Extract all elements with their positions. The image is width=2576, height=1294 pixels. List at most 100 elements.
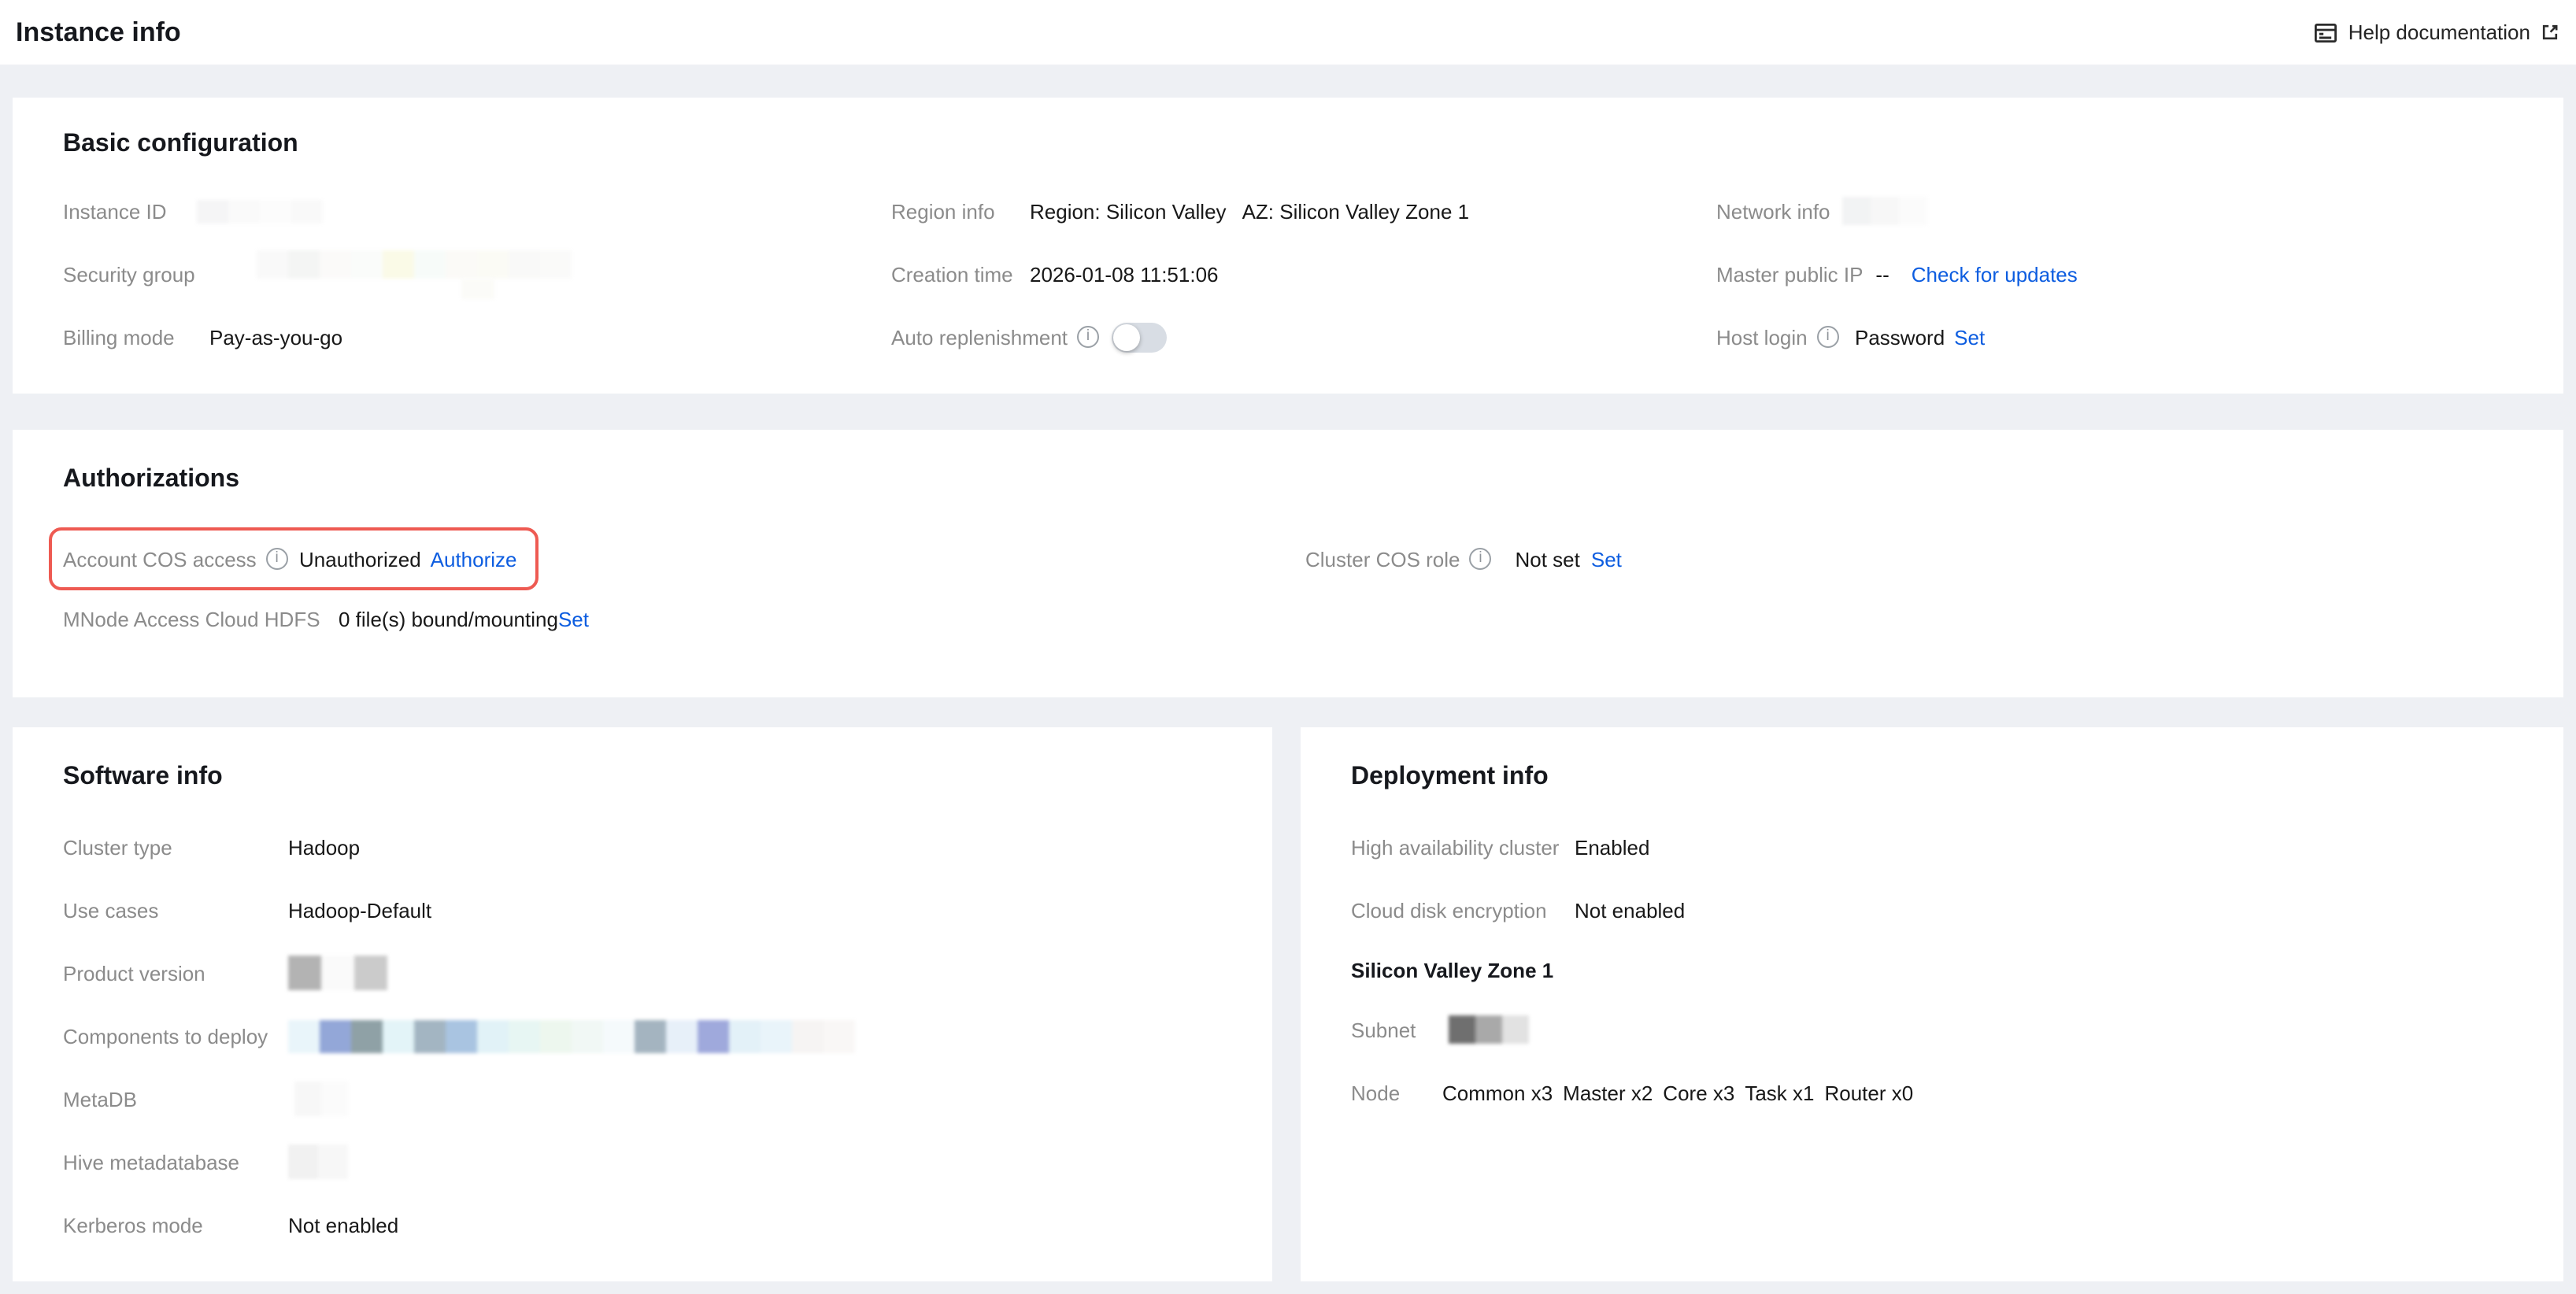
account-cos-access-value: Unauthorized	[299, 547, 421, 571]
basic-configuration-card: Basic configuration Instance ID Security…	[13, 98, 2563, 394]
security-group-row: Security group	[63, 242, 891, 305]
high-availability-row: High availability cluster Enabled	[1351, 815, 2513, 878]
region-info-label: Region info	[891, 199, 995, 223]
product-version-label: Product version	[63, 961, 205, 985]
authorizations-card: Authorizations Account COS access Unauth…	[13, 430, 2563, 697]
instance-id-row: Instance ID	[63, 179, 891, 242]
subnet-redacted-value	[1449, 1015, 1529, 1044]
network-info-label: Network info	[1716, 199, 1830, 223]
billing-mode-value: Pay-as-you-go	[209, 325, 343, 349]
host-login-label: Host login	[1716, 325, 1808, 349]
security-group-label: Security group	[63, 262, 195, 286]
authorize-link[interactable]: Authorize	[430, 547, 517, 571]
hive-metadatabase-label: Hive metadatabase	[63, 1150, 240, 1174]
cluster-type-value: Hadoop	[288, 835, 361, 859]
help-documentation-link[interactable]: Help documentation	[2314, 20, 2560, 45]
billing-mode-row: Billing mode Pay-as-you-go	[63, 305, 891, 368]
cluster-type-row: Cluster type Hadoop	[63, 815, 1222, 878]
master-public-ip-value: --	[1875, 262, 1889, 286]
help-documentation-label: Help documentation	[2348, 20, 2530, 44]
info-icon[interactable]	[1816, 326, 1839, 348]
basic-configuration-heading: Basic configuration	[63, 131, 298, 157]
host-login-set-link[interactable]: Set	[1954, 325, 1986, 349]
node-label: Node	[1351, 1081, 1401, 1104]
use-cases-row: Use cases Hadoop-Default	[63, 878, 1222, 941]
master-public-ip-label: Master public IP	[1716, 262, 1864, 286]
creation-time-label: Creation time	[891, 262, 1013, 286]
node-value: Common x3 Master x2 Core x3 Task x1 Rout…	[1442, 1081, 1914, 1104]
toggle-knob	[1113, 324, 1141, 350]
auto-replenishment-label: Auto replenishment	[891, 325, 1068, 349]
basic-config-column-2: Region info Region: Silicon Valley AZ: S…	[891, 179, 1716, 368]
mnode-set-link[interactable]: Set	[557, 607, 589, 630]
software-info-heading: Software info	[63, 763, 223, 790]
subnet-row: Subnet	[1351, 998, 2513, 1061]
product-version-redacted-value	[288, 956, 387, 990]
authorizations-heading: Authorizations	[63, 466, 239, 493]
zone-heading: Silicon Valley Zone 1	[1351, 958, 1554, 982]
deployment-info-card: Deployment info High availability cluste…	[1301, 727, 2563, 1281]
hive-metadatabase-redacted-value	[288, 1144, 348, 1179]
high-availability-value: Enabled	[1575, 835, 1650, 859]
cluster-cos-role-value: Not set	[1515, 547, 1580, 571]
region-value: Region: Silicon Valley	[1030, 199, 1227, 223]
region-info-row: Region info Region: Silicon Valley AZ: S…	[891, 179, 1716, 242]
master-public-ip-row: Master public IP -- Check for updates	[1716, 242, 2513, 305]
page-title: Instance info	[16, 17, 181, 46]
document-lines-icon	[2314, 20, 2339, 45]
cluster-cos-role-label: Cluster COS role	[1305, 547, 1460, 571]
mnode-access-label: MNode Access Cloud HDFS	[63, 607, 320, 630]
auto-replenishment-row: Auto replenishment	[891, 305, 1716, 368]
basic-config-column-3: Network info Master public IP -- Check f…	[1716, 179, 2513, 368]
info-icon[interactable]	[1469, 548, 1492, 570]
creation-time-row: Creation time 2026-01-08 11:51:06	[891, 242, 1716, 305]
software-info-card: Software info Cluster type Hadoop Use ca…	[13, 727, 1272, 1281]
cluster-cos-set-link[interactable]: Set	[1590, 547, 1622, 571]
external-link-icon	[2540, 22, 2560, 43]
metadb-row: MetaDB	[63, 1067, 1222, 1130]
highlight-box-account-cos: Account COS access Unauthorized Authoriz…	[49, 527, 539, 590]
creation-time-value: 2026-01-08 11:51:06	[1030, 262, 1219, 286]
cluster-cos-role-row: Cluster COS role Not set Set	[1305, 527, 1622, 590]
info-icon[interactable]	[265, 548, 288, 570]
high-availability-label: High availability cluster	[1351, 835, 1560, 859]
hive-metadatabase-row: Hive metadatabase	[63, 1130, 1222, 1193]
product-version-row: Product version	[63, 941, 1222, 1004]
metadb-label: MetaDB	[63, 1087, 137, 1111]
cloud-disk-encryption-row: Cloud disk encryption Not enabled	[1351, 878, 2513, 941]
components-redacted-value	[288, 1019, 855, 1052]
network-info-row: Network info	[1716, 179, 2513, 242]
instance-id-redacted-value	[197, 199, 323, 223]
info-icon[interactable]	[1077, 326, 1100, 348]
instance-id-label: Instance ID	[63, 199, 167, 223]
billing-mode-label: Billing mode	[63, 325, 175, 349]
check-for-updates-link[interactable]: Check for updates	[1911, 262, 2078, 286]
use-cases-label: Use cases	[63, 898, 159, 922]
content-area: Basic configuration Instance ID Security…	[0, 65, 2576, 1281]
cluster-type-label: Cluster type	[63, 835, 172, 859]
network-info-redacted-value	[1842, 197, 1927, 225]
az-value: AZ: Silicon Valley Zone 1	[1242, 199, 1470, 223]
host-login-value: Password	[1855, 325, 1945, 349]
account-cos-access-row: Account COS access Unauthorized Authoriz…	[49, 527, 2513, 590]
mnode-access-value: 0 file(s) bound/mounting	[339, 607, 558, 630]
basic-config-column-1: Instance ID Security group Billing mode …	[63, 179, 891, 368]
top-bar: Instance info Help documentation	[0, 0, 2576, 65]
metadb-redacted-value	[294, 1081, 348, 1116]
account-cos-access-label: Account COS access	[63, 547, 257, 571]
auto-replenishment-toggle[interactable]	[1112, 322, 1168, 352]
kerberos-mode-row: Kerberos mode Not enabled	[63, 1193, 1222, 1256]
node-row: Node Common x3 Master x2 Core x3 Task x1…	[1351, 1061, 2513, 1124]
security-group-redacted-value-2	[461, 278, 494, 298]
cloud-disk-encryption-value: Not enabled	[1575, 898, 1686, 922]
components-to-deploy-row: Components to deploy	[63, 1004, 1222, 1067]
kerberos-mode-value: Not enabled	[288, 1213, 399, 1237]
cloud-disk-encryption-label: Cloud disk encryption	[1351, 898, 1547, 922]
deployment-info-heading: Deployment info	[1351, 763, 1549, 790]
subnet-label: Subnet	[1351, 1018, 1416, 1041]
kerberos-mode-label: Kerberos mode	[63, 1213, 203, 1237]
mnode-access-row: MNode Access Cloud HDFS 0 file(s) bound/…	[63, 597, 2513, 641]
host-login-row: Host login Password Set	[1716, 305, 2513, 368]
components-to-deploy-label: Components to deploy	[63, 1024, 268, 1048]
